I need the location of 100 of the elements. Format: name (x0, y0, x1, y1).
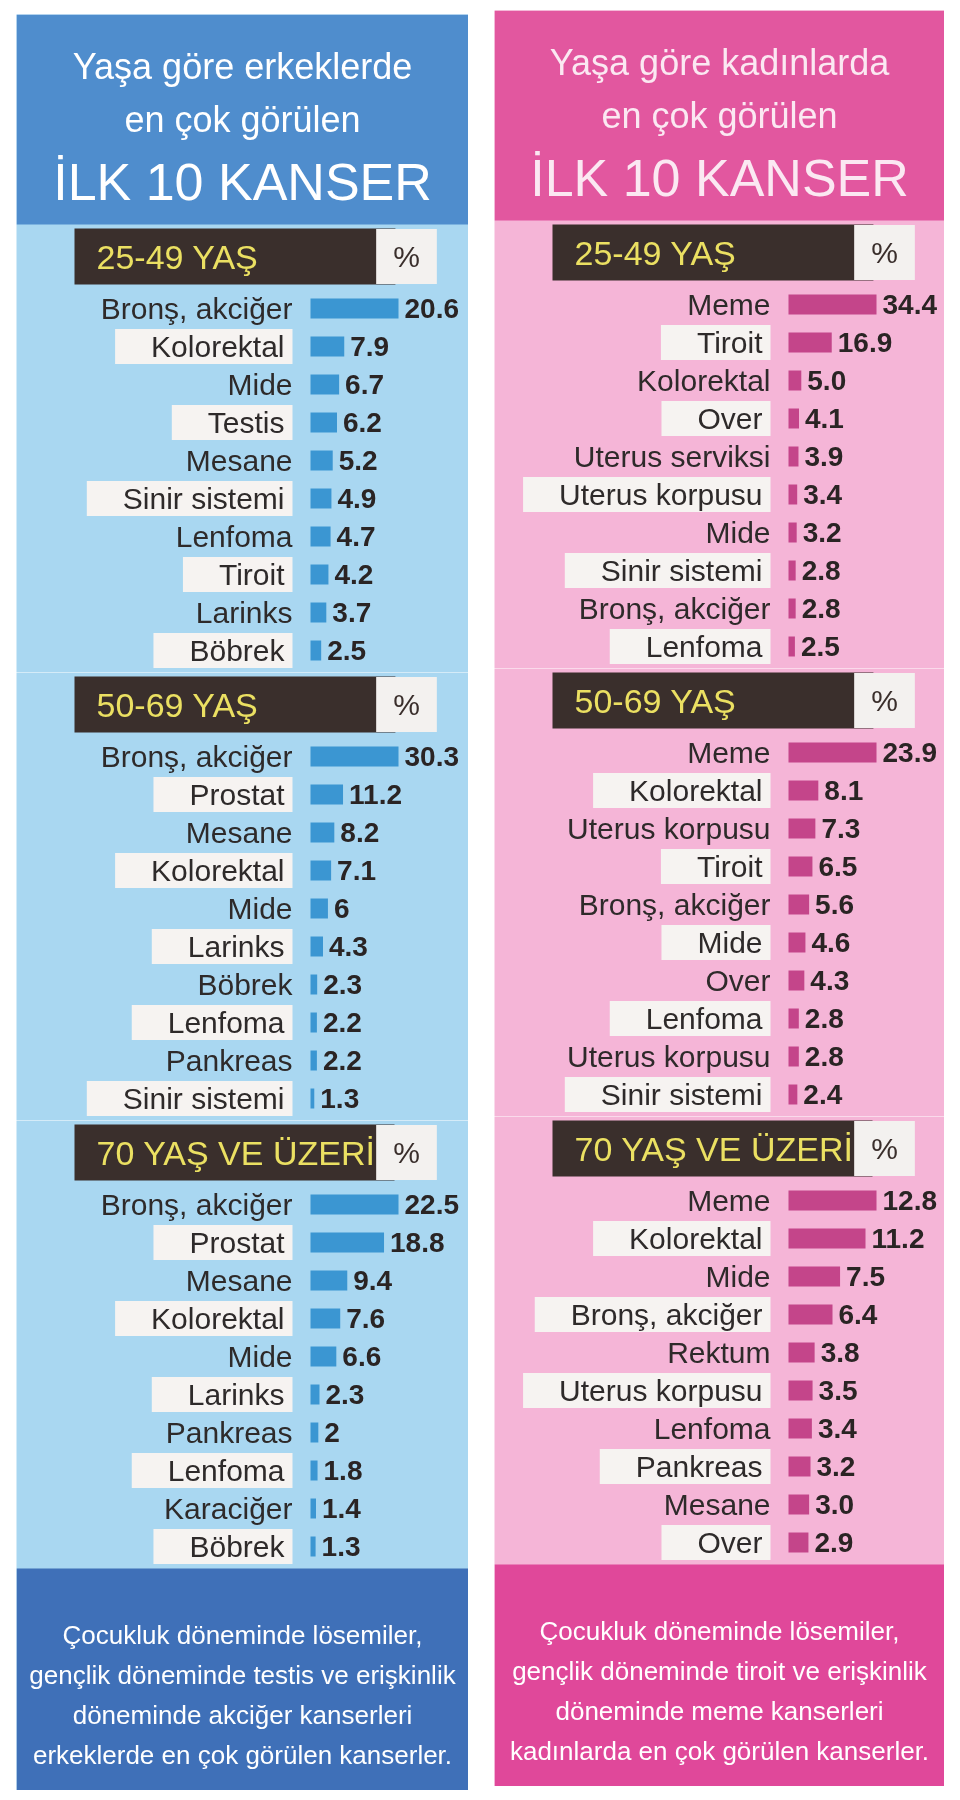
y-tick-label: Sinir sistemi (600, 554, 763, 587)
bar (310, 602, 327, 623)
data-label: 11.2 (871, 1223, 925, 1254)
data-label: 3.2 (816, 1451, 856, 1482)
y-tick-label: Bronş, akciğer (100, 740, 293, 773)
data-label: 7.3 (821, 813, 861, 844)
data-label: 2.9 (814, 1527, 854, 1558)
x-axis-title: % (393, 240, 420, 273)
data-label: 5.0 (807, 365, 847, 396)
y-tick-label: Larinks (187, 930, 285, 963)
data-label: 16.9 (837, 327, 893, 358)
data-label: 6.4 (838, 1299, 878, 1330)
bar (788, 1084, 798, 1105)
text: Çocukluk döneminde lösemiler, gençlik döneminde tiroit ve erişkinlik döneminde meme kanserleri kadınlarda en çok görülen kanserler. (509, 1615, 930, 1766)
bar (310, 450, 333, 471)
bar (310, 1012, 317, 1033)
y-tick-label: Mide (697, 926, 763, 959)
y-tick-label: Lenfoma (645, 1002, 763, 1035)
chart-title: 50-69 YAŞ (96, 685, 258, 724)
y-tick-label: Böbrek (189, 634, 286, 667)
bar (310, 1422, 319, 1443)
chart-subtitle: 25-49 YAŞ (574, 233, 736, 272)
data-label: 2.8 (804, 1003, 844, 1034)
data-label: 2.5 (327, 635, 367, 666)
chart-title: 70 YAŞ VE ÜZERİ (96, 1133, 375, 1172)
data-label: 3.0 (815, 1489, 855, 1520)
bar (788, 1532, 809, 1553)
data-label: 6 (333, 893, 350, 924)
bar (310, 936, 323, 957)
data-label: 5.6 (815, 889, 855, 920)
bar (310, 784, 344, 805)
y-tick-label: Uterus serviksi (573, 440, 771, 473)
bar (310, 1536, 316, 1557)
data-label: 23.9 (882, 737, 937, 768)
bar (788, 408, 799, 429)
data-label: 5.2 (338, 445, 378, 476)
y-tick-label: Tiroit (696, 850, 764, 883)
y-tick-label: Testis (207, 406, 285, 439)
bar (310, 526, 331, 547)
bar (788, 1456, 811, 1477)
data-label: 7.6 (346, 1303, 386, 1334)
bar (788, 636, 795, 657)
data-label: 7.1 (337, 855, 377, 886)
y-tick-label: Mide (705, 1260, 771, 1293)
y-tick-label: Rektum (667, 1336, 771, 1369)
data-label: 1.4 (321, 1493, 362, 1524)
y-tick-label: Tiroit (218, 558, 286, 591)
bar (788, 1190, 877, 1211)
y-tick-label: Tiroit (696, 326, 764, 359)
y-tick-label: Mide (227, 1340, 293, 1373)
bar (788, 446, 799, 467)
y-tick-label: Sinir sistemi (600, 1078, 763, 1111)
data-label: 6.2 (342, 407, 382, 438)
data-label: 1.3 (321, 1531, 361, 1562)
data-label: 4.2 (334, 559, 374, 590)
y-tick-label: Over (697, 402, 763, 435)
y-tick-label: Sinir sistemi (122, 1082, 285, 1115)
y-tick-label: Meme (687, 288, 771, 321)
bar (788, 970, 805, 991)
data-label: 3.5 (818, 1375, 858, 1406)
data-label: 34.4 (882, 289, 938, 320)
bar (310, 564, 329, 585)
y-tick-label: Böbrek (189, 1530, 286, 1563)
y-tick-label: Prostat (189, 1226, 286, 1259)
bar (310, 822, 335, 843)
bar (310, 1232, 385, 1253)
y-tick-label: Over (697, 1526, 763, 1559)
bar (310, 640, 322, 661)
bar (788, 894, 810, 915)
data-label: 3.8 (820, 1337, 860, 1368)
chart-title: Yaşa göre kadınlarda en çok görülen İLK 10 KANSER (530, 42, 909, 207)
bar (788, 1046, 799, 1067)
bar (310, 374, 340, 395)
data-label: 4.6 (811, 927, 851, 958)
x-axis-title: % (393, 688, 420, 721)
bar (788, 1228, 866, 1249)
data-label: 6.7 (345, 369, 385, 400)
data-label: 6.5 (818, 851, 858, 882)
y-tick-label: Lenfoma (645, 630, 763, 663)
y-tick-label: Sinir sistemi (122, 482, 285, 515)
x-axis-title: % (871, 236, 898, 269)
y-tick-label: Bronş, akciğer (578, 592, 771, 625)
y-tick-label: Meme (687, 736, 771, 769)
bar (788, 484, 798, 505)
bar (310, 1270, 348, 1291)
chart-title: 50-69 YAŞ (574, 681, 736, 720)
y-tick-label: Karaciğer (164, 1492, 293, 1525)
y-tick-label: Meme (687, 1184, 771, 1217)
bar (310, 974, 318, 995)
x-axis-title: % (871, 684, 898, 717)
data-label: 7.9 (350, 331, 390, 362)
y-tick-label: Bronş, akciğer (100, 1188, 293, 1221)
y-tick-label: Larinks (187, 1378, 285, 1411)
data-label: 8.1 (824, 775, 864, 806)
y-tick-label: Uterus korpusu (559, 1374, 763, 1407)
y-tick-label: Kolorektal (629, 1222, 763, 1255)
y-tick-label: Kolorektal (629, 774, 763, 807)
data-label: 9.4 (353, 1265, 393, 1296)
data-label: 4.3 (810, 965, 850, 996)
y-tick-label: Mide (705, 516, 771, 549)
